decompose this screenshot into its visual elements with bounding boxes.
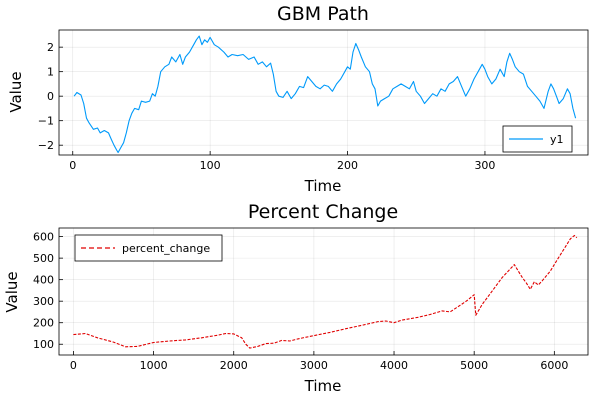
percent-x-tick-label: 2000 bbox=[220, 359, 248, 372]
gbm-y-axis-label: Value bbox=[7, 71, 25, 112]
gbm-x-tick-label: 300 bbox=[474, 159, 495, 172]
percent-x-tick-label: 6000 bbox=[540, 359, 568, 372]
gbm-x-tick-label: 100 bbox=[200, 159, 221, 172]
percent-legend-label: percent_change bbox=[122, 242, 210, 255]
gbm-path-title: GBM Path bbox=[277, 3, 369, 25]
percent-x-tick-label: 1000 bbox=[140, 359, 168, 372]
gbm-path-subplot: GBM Path 0 100 200 300 −2 −1 0 1 2 Time Value y1 bbox=[7, 3, 589, 195]
gbm-legend-label: y1 bbox=[550, 133, 564, 146]
percent-x-tick-label: 0 bbox=[70, 359, 77, 372]
percent-y-axis-label: Value bbox=[3, 271, 21, 312]
percent-series-line bbox=[73, 234, 578, 349]
gbm-series-layer bbox=[73, 35, 577, 154]
percent-series-layer bbox=[73, 234, 578, 349]
percent-x-axis-label: Time bbox=[304, 377, 342, 395]
percent-x-tick-label: 4000 bbox=[380, 359, 408, 372]
percent-change-title: Percent Change bbox=[248, 201, 398, 223]
gbm-x-tick-label: 200 bbox=[337, 159, 358, 172]
gbm-x-axis-label: Time bbox=[304, 177, 342, 195]
percent-y-tick-label: 600 bbox=[33, 231, 54, 244]
gbm-y-tick-label: 2 bbox=[47, 41, 54, 54]
percent-plot-frame bbox=[58, 227, 589, 356]
gbm-axis-ticks: 0 100 200 300 −2 −1 0 1 2 bbox=[38, 41, 496, 172]
percent-y-tick-label: 200 bbox=[33, 317, 54, 330]
gbm-y-tick-label: −2 bbox=[38, 139, 54, 152]
percent-axis-ticks: 0 1000 2000 3000 4000 5000 6000 100 200 300 400 500… bbox=[33, 231, 568, 372]
gbm-x-tick-label: 0 bbox=[69, 159, 76, 172]
percent-y-tick-label: 500 bbox=[33, 252, 54, 265]
percent-x-tick-label: 3000 bbox=[300, 359, 328, 372]
gbm-y-tick-label: −1 bbox=[38, 115, 54, 128]
gbm-plot-frame bbox=[58, 29, 589, 156]
percent-x-tick-label: 5000 bbox=[460, 359, 488, 372]
percent-change-subplot: Percent Change 0 1000 2000 3000 4000 5000 6000… bbox=[3, 201, 589, 395]
percent-y-tick-label: 100 bbox=[33, 338, 54, 351]
gbm-series-line bbox=[73, 35, 577, 154]
percent-grid bbox=[59, 228, 588, 355]
percent-legend: percent_change bbox=[74, 234, 223, 262]
gbm-y-tick-label: 0 bbox=[47, 90, 54, 103]
gbm-y-tick-label: 1 bbox=[47, 66, 54, 79]
percent-y-tick-label: 400 bbox=[33, 274, 54, 287]
gbm-legend: y1 bbox=[502, 125, 573, 153]
gbm-grid bbox=[59, 30, 588, 155]
percent-y-tick-label: 300 bbox=[33, 295, 54, 308]
